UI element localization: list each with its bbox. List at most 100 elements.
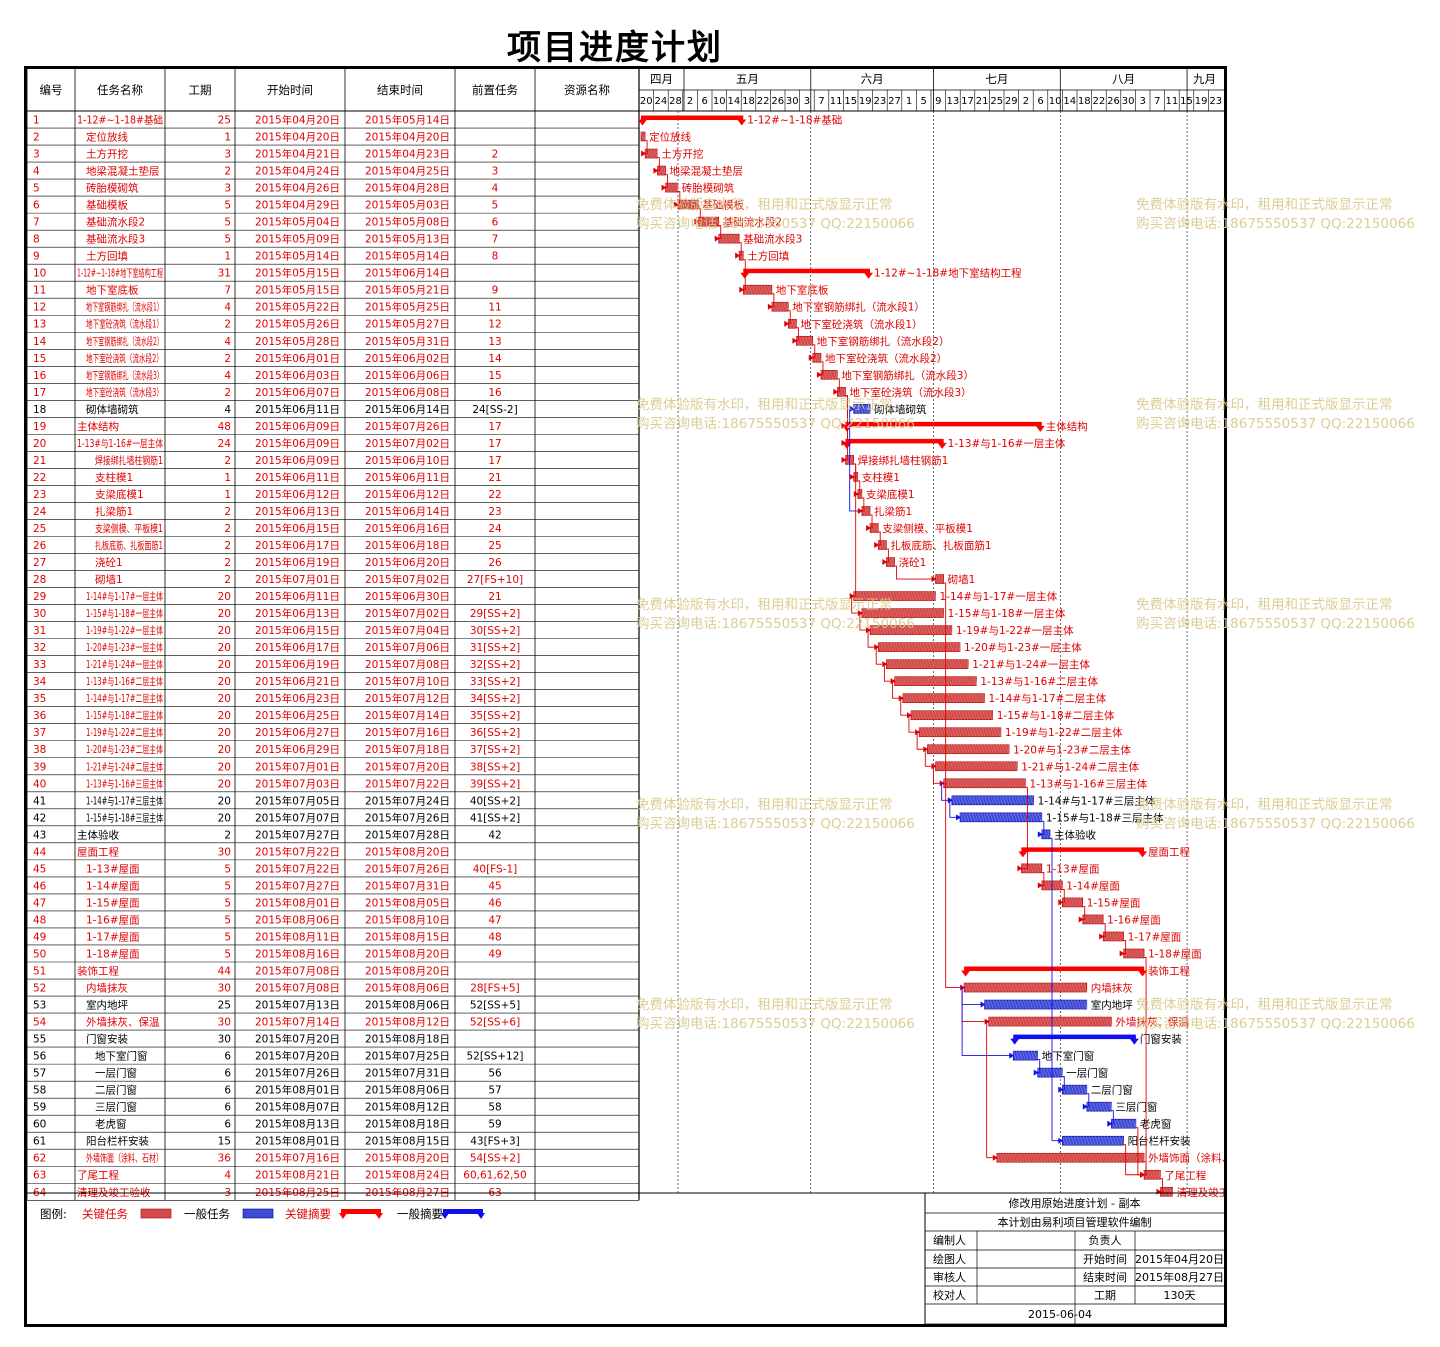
table-row[interactable]: 48 1-16#屋面 5 2015年08月06日 2015年08月10日 47 xyxy=(27,913,639,929)
gantt-bar[interactable]: 地下室底板 xyxy=(742,284,829,297)
gantt-bar[interactable]: 1-13#与1-16#二层主体 xyxy=(894,676,1099,688)
table-row[interactable]: 40 1-13#与1-16#三层主体 20 2015年07月03日 2015年07月22… xyxy=(27,777,639,793)
gantt-bar[interactable]: 地下室钢筋绑扎（流水段1） xyxy=(771,301,925,314)
table-row[interactable]: 20 1-13#与1-16#一层主体 24 2015年06月09日 2015年07月02… xyxy=(27,437,639,452)
gantt-bar[interactable]: 地下室门窗 xyxy=(1012,1050,1094,1063)
table-row[interactable]: 54 外墙抹灰、保温 30 2015年07月14日 2015年08月12日 52[SS+6… xyxy=(27,1016,639,1031)
table-row[interactable]: 63 了尾工程 4 2015年08月21日 2015年08月24日 60,61,62,50 xyxy=(27,1169,639,1184)
table-row[interactable]: 14 地下室钢筋绑扎（流水段2） 4 2015年05月28日 2015年05月31日 13 xyxy=(27,335,639,350)
table-row[interactable]: 9 土方回填 1 2015年05月14日 2015年05月14日 8 xyxy=(27,250,639,265)
table-row[interactable]: 33 1-21#与1-24#一层主体 20 2015年06月19日 2015年07月08… xyxy=(27,658,639,673)
gantt-bar[interactable]: 地下室砼浇筑（流水段3） xyxy=(837,386,972,399)
table-row[interactable]: 2 定位放线 1 2015年04月20日 2015年04月20日 xyxy=(27,131,639,146)
gantt-bar[interactable]: 阳台栏杆安装 xyxy=(1061,1135,1191,1148)
gantt-bar[interactable]: 焊接绑扎墙柱钢筋1 xyxy=(845,454,949,467)
gantt-bar[interactable]: 定位放线 xyxy=(640,131,692,144)
gantt-bar[interactable]: 1-21#与1-24#二层主体 xyxy=(935,761,1140,773)
gantt-bar[interactable]: 1-13#与1-16#三层主体 xyxy=(943,778,1148,790)
gantt-bar[interactable]: 1-15#屋面 xyxy=(1061,897,1140,909)
table-row[interactable]: 13 地下室砼浇筑（流水段1） 2 2015年05月26日 2015年05月27日 12 xyxy=(27,318,639,333)
gantt-bar[interactable]: 浇砼1 xyxy=(886,556,926,569)
gantt-bar[interactable]: 1-16#屋面 xyxy=(1082,914,1161,926)
table-row[interactable]: 36 1-15#与1-18#二层主体 20 2015年06月25日 2015年07月14… xyxy=(27,709,639,725)
table-row[interactable]: 56 地下室门窗 6 2015年07月20日 2015年07月25日 52[SS+12] xyxy=(27,1050,639,1065)
table-row[interactable]: 60 老虎窗 6 2015年08月13日 2015年08月18日 59 xyxy=(27,1118,639,1133)
table-row[interactable]: 49 1-17#屋面 5 2015年08月11日 2015年08月15日 48 xyxy=(27,930,639,946)
table-row[interactable]: 11 地下室底板 7 2015年05月15日 2015年05月21日 9 xyxy=(27,284,639,299)
gantt-bar[interactable]: 清理及竣工验收 xyxy=(1160,1186,1224,1199)
gantt-bar[interactable]: 室内地坪 xyxy=(984,999,1134,1012)
table-row[interactable]: 7 基础流水段2 5 2015年05月04日 2015年05月08日 6 xyxy=(27,216,639,231)
gantt-bar[interactable]: 地下室钢筋绑扎（流水段3） xyxy=(820,369,974,382)
table-row[interactable]: 38 1-20#与1-23#二层主体 20 2015年06月29日 2015年07月18… xyxy=(27,743,639,759)
gantt-bar[interactable]: 1-21#与1-24#一层主体 xyxy=(886,659,1090,671)
table-row[interactable]: 17 地下室砼浇筑（流水段3） 2 2015年06月07日 2015年06月08日 16 xyxy=(27,386,639,401)
gantt-bar[interactable]: 老虎窗 xyxy=(1111,1118,1171,1131)
gantt-bar[interactable]: 支梁侧模、平板模1 xyxy=(869,522,973,535)
gantt-bar[interactable]: 土方回填 xyxy=(738,250,790,263)
table-row[interactable]: 18 砌体墙砌筑 4 2015年06月11日 2015年06月14日 24[SS-2] xyxy=(27,403,639,418)
gantt-bar[interactable]: 土方开挖 xyxy=(644,148,703,161)
table-row[interactable]: 4 地梁混凝土垫层 2 2015年04月24日 2015年04月25日 3 xyxy=(27,165,639,180)
gantt-bar[interactable]: 三层门窗 xyxy=(1086,1101,1158,1114)
table-row[interactable]: 53 室内地坪 25 2015年07月13日 2015年08月06日 52[SS+5] xyxy=(27,999,639,1014)
gantt-bar[interactable]: 1-17#屋面 xyxy=(1102,931,1181,943)
gantt-bar[interactable]: 1-12#~1-18#基础 xyxy=(638,114,842,127)
table-row[interactable]: 47 1-15#屋面 5 2015年08月01日 2015年08月05日 46 xyxy=(27,896,639,912)
gantt-bar[interactable]: 1-18#屋面 xyxy=(1123,948,1202,960)
gantt-bar[interactable]: 装饰工程 xyxy=(961,965,1191,978)
gantt-bar[interactable]: 1-12#~1-18#地下室结构工程 xyxy=(740,267,1022,280)
gantt-bar[interactable]: 地下室砼浇筑（流水段2） xyxy=(812,352,947,365)
table-row[interactable]: 55 门窗安装 30 2015年07月20日 2015年08月18日 xyxy=(27,1033,639,1048)
table-row[interactable]: 12 地下室钢筋绑扎（流水段1） 4 2015年05月22日 2015年05月25日 11 xyxy=(27,301,639,316)
gantt-bar[interactable]: 砖胎模砌筑 xyxy=(665,182,735,195)
table-row[interactable]: 50 1-18#屋面 5 2015年08月16日 2015年08月20日 49 xyxy=(27,947,639,963)
table-row[interactable]: 44 屋面工程 30 2015年07月22日 2015年08月20日 xyxy=(27,845,639,861)
gantt-bar[interactable]: 基础流水段3 xyxy=(718,233,803,246)
table-row[interactable]: 52 内墙抹灰 30 2015年07月08日 2015年08月06日 28[FS+5] xyxy=(27,982,639,997)
table-row[interactable]: 1 1-12#~1-18#基础 25 2015年04月20日 2015年05月14日 xyxy=(27,114,639,129)
table-row[interactable]: 31 1-19#与1-22#一层主体 20 2015年06月15日 2015年07月04… xyxy=(27,624,639,639)
table-row[interactable]: 30 1-15#与1-18#一层主体 20 2015年06月13日 2015年07月02… xyxy=(27,607,639,622)
table-row[interactable]: 10 1-12#~1-18#地下室结构工程 31 2015年05月15日 2015年06… xyxy=(27,267,639,282)
gantt-bar[interactable]: 主体验收 xyxy=(1041,828,1097,841)
gantt-bar[interactable]: 主体结构 xyxy=(842,420,1088,433)
gantt-bar[interactable]: 外墙饰面（涂料、石材） xyxy=(996,1152,1224,1165)
table-row[interactable]: 5 砖胎模砌筑 3 2015年04月26日 2015年04月28日 4 xyxy=(27,182,639,197)
table-row[interactable]: 64 清理及竣工验收 3 2015年08月25日 2015年08月27日 63 xyxy=(27,1186,639,1201)
gantt-bar[interactable]: 屋面工程 xyxy=(1018,846,1191,858)
gantt-bar[interactable]: 外墙抹灰、保温 xyxy=(988,1016,1190,1029)
table-row[interactable]: 43 主体验收 2 2015年07月27日 2015年07月28日 42 xyxy=(27,828,639,844)
gantt-bar[interactable]: 1-14#与1-17#二层主体 xyxy=(902,693,1107,705)
gantt-bar[interactable]: 砌体墙砌筑 xyxy=(853,403,927,416)
gantt-bar[interactable]: 1-19#与1-22#二层主体 xyxy=(918,727,1123,739)
gantt-bar[interactable]: 1-14#与1-17#三层主体 xyxy=(951,795,1156,807)
table-row[interactable]: 26 扎板底筋、扎板面筋1 2 2015年06月17日 2015年06月18日 25 xyxy=(27,539,639,554)
gantt-bar[interactable]: 1-13#与1-16#一层主体 xyxy=(842,438,1066,450)
gantt-bar[interactable]: 1-19#与1-22#一层主体 xyxy=(869,625,1074,637)
gantt-bar[interactable]: 基础模板 xyxy=(677,199,745,212)
table-row[interactable]: 3 土方开挖 3 2015年04月21日 2015年04月23日 2 xyxy=(27,148,639,163)
gantt-bar[interactable]: 1-14#与1-17#一层主体 xyxy=(853,591,1058,603)
table-row[interactable]: 22 支柱模1 1 2015年06月11日 2015年06月11日 21 xyxy=(27,471,639,486)
table-row[interactable]: 37 1-19#与1-22#二层主体 20 2015年06月27日 2015年07月16… xyxy=(27,726,639,742)
gantt-bar[interactable]: 1-15#与1-18#二层主体 xyxy=(910,710,1115,722)
table-row[interactable]: 62 外墙饰面（涂料、石材） 36 2015年07月16日 2015年08月20日 54[… xyxy=(27,1152,639,1167)
gantt-bar[interactable]: 1-13#屋面 xyxy=(1021,863,1099,875)
table-row[interactable]: 58 二层门窗 6 2015年08月01日 2015年08月06日 57 xyxy=(27,1084,639,1099)
table-row[interactable]: 34 1-13#与1-16#二层主体 20 2015年06月21日 2015年07月10… xyxy=(27,675,639,690)
gantt-bar[interactable]: 1-20#与1-23#一层主体 xyxy=(877,642,1082,654)
gantt-bar[interactable]: 门窗安装 xyxy=(1010,1033,1182,1046)
gantt-bar[interactable]: 支梁底模1 xyxy=(857,488,915,501)
gantt-bar[interactable]: 1-14#屋面 xyxy=(1041,880,1120,892)
table-row[interactable]: 35 1-14#与1-17#二层主体 20 2015年06月23日 2015年07月12… xyxy=(27,692,639,708)
table-row[interactable]: 42 1-15#与1-18#三层主体 20 2015年07月07日 2015年07月26… xyxy=(27,811,639,827)
table-row[interactable]: 6 基础模板 5 2015年04月29日 2015年05月03日 5 xyxy=(27,199,639,214)
gantt-bar[interactable]: 基础流水段2 xyxy=(697,216,782,229)
table-row[interactable]: 57 一层门窗 6 2015年07月26日 2015年07月31日 56 xyxy=(27,1067,639,1082)
table-row[interactable]: 8 基础流水段3 5 2015年05月09日 2015年05月13日 7 xyxy=(27,233,639,248)
table-row[interactable]: 29 1-14#与1-17#一层主体 20 2015年06月11日 2015年06月30… xyxy=(27,590,639,605)
table-row[interactable]: 24 扎梁筋1 2 2015年06月13日 2015年06月14日 23 xyxy=(27,505,639,520)
gantt-bar[interactable]: 地梁混凝土垫层 xyxy=(657,165,743,178)
table-row[interactable]: 39 1-21#与1-24#二层主体 20 2015年07月01日 2015年07月20… xyxy=(27,760,639,776)
